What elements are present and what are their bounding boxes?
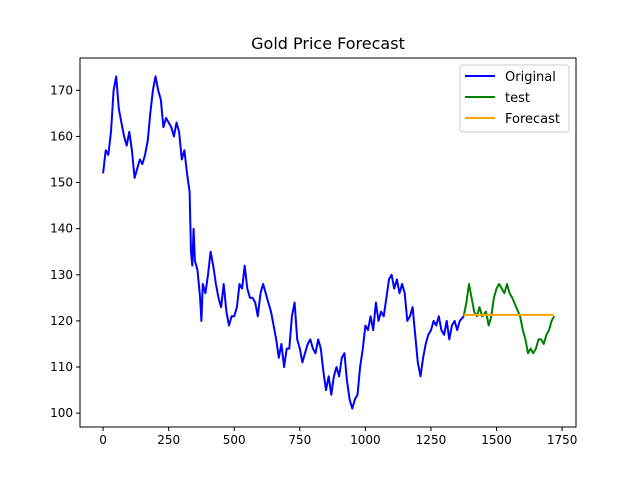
y-tick-label: 110 bbox=[50, 360, 73, 374]
legend-box bbox=[459, 64, 570, 133]
y-tick-label: 140 bbox=[50, 222, 73, 236]
x-tick-label: 750 bbox=[288, 433, 311, 447]
legend-label-original: Original bbox=[505, 70, 556, 85]
x-tick-label: 250 bbox=[157, 433, 180, 447]
x-tick-label: 0 bbox=[99, 433, 107, 447]
chart-title: Gold Price Forecast bbox=[251, 34, 405, 53]
series-line-test bbox=[462, 283, 556, 355]
y-tick-label: 170 bbox=[50, 83, 73, 97]
y-tick-label: 160 bbox=[50, 129, 73, 143]
y-tick-label: 100 bbox=[50, 406, 73, 420]
y-tick-label: 150 bbox=[50, 176, 73, 190]
legend-label-forecast: Forecast bbox=[505, 112, 560, 127]
axes-layer: 0 250 500 750 1000 1250 1500 1750 100 110 120 130 14… bbox=[50, 83, 577, 447]
legend-label-test: test bbox=[505, 91, 530, 106]
x-tick-label: 500 bbox=[223, 433, 246, 447]
x-tick-label: 1250 bbox=[416, 433, 447, 447]
series-line-original bbox=[102, 75, 465, 410]
series-layer bbox=[102, 75, 556, 410]
legend: Original test Forecast bbox=[459, 64, 570, 133]
y-tick-label: 130 bbox=[50, 268, 73, 282]
y-tick-label: 120 bbox=[50, 314, 73, 328]
x-tick-label: 1500 bbox=[481, 433, 512, 447]
x-tick-label: 1000 bbox=[350, 433, 381, 447]
plot-frame bbox=[79, 57, 577, 428]
x-tick-label: 1750 bbox=[547, 433, 578, 447]
